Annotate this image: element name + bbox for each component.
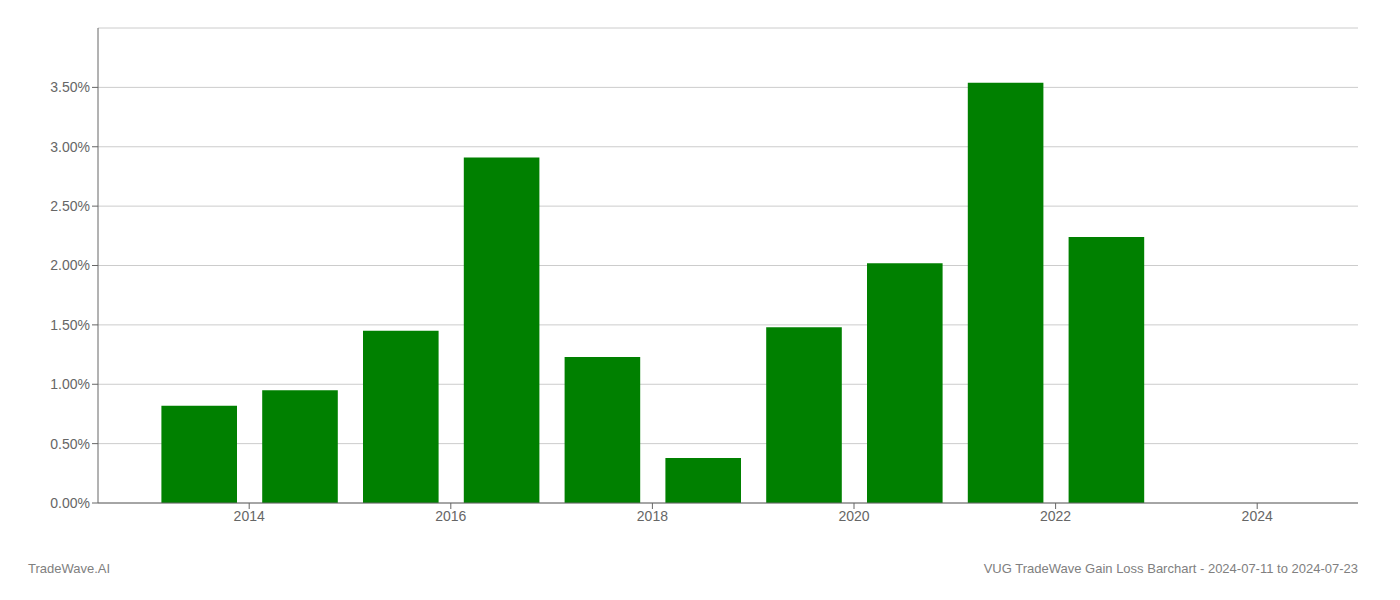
- svg-text:2016: 2016: [435, 508, 466, 524]
- svg-text:0.00%: 0.00%: [50, 495, 90, 511]
- svg-text:2014: 2014: [234, 508, 265, 524]
- svg-text:2020: 2020: [838, 508, 869, 524]
- svg-text:3.00%: 3.00%: [50, 139, 90, 155]
- svg-text:2018: 2018: [637, 508, 668, 524]
- html-text:TradeWave.AI: TradeWave.AI: [28, 560, 111, 576]
- svg-text:0.50%: 0.50%: [50, 436, 90, 452]
- svg-text:2024: 2024: [1242, 508, 1273, 524]
- html-text:VUG TradeWave Gain Loss Barcha: VUG TradeWave Gain Loss Barchart - 2024-…: [983, 560, 1358, 576]
- svg-text:2.50%: 2.50%: [50, 198, 90, 214]
- svg-text:1.50%: 1.50%: [50, 317, 90, 333]
- svg-text:3.50%: 3.50%: [50, 79, 90, 95]
- svg-text:1.00%: 1.00%: [50, 376, 90, 392]
- svg-text:2022: 2022: [1040, 508, 1071, 524]
- svg-text:2.00%: 2.00%: [50, 257, 90, 273]
